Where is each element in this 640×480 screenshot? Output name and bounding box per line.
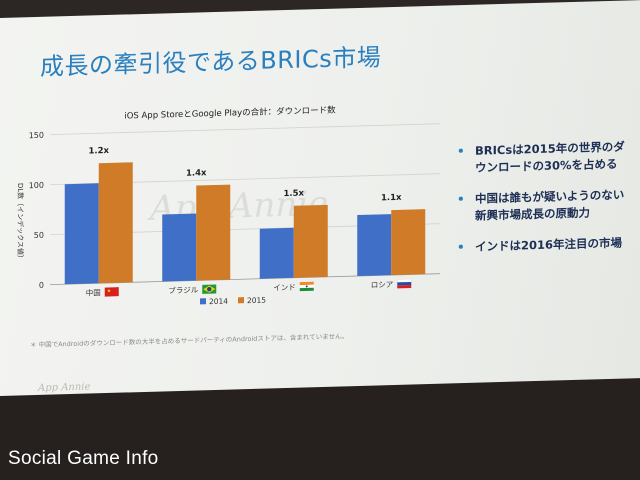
bar-2014-ロシア (357, 214, 392, 277)
legend-item: 2015 (238, 296, 266, 306)
y-tick-label: 0 (39, 281, 44, 290)
bullet-text: BRICsは2015年の世界のダウンロードの30%を占める (475, 139, 625, 175)
bullet-icon: • (457, 240, 465, 255)
y-tick-label: 100 (29, 181, 44, 190)
bullet-icon: • (457, 192, 465, 207)
legend-swatch (200, 298, 206, 305)
y-tick-label: 150 (29, 131, 44, 140)
x-tick-label: ブラジル (168, 284, 198, 295)
presentation-slide: 成長の牽引役であるBRICs市場 App Annie iOS App Store… (0, 0, 640, 397)
svg-text:★: ★ (107, 288, 112, 294)
y-axis-label: DL数（インデックス値） (16, 183, 25, 262)
chart-title: iOS App StoreとGoogle Playの合計：ダウンロード数 (124, 105, 336, 122)
bullet-list: • BRICsは2015年の世界のダウンロードの30%を占める • 中国は誰もが疑い… (457, 138, 635, 270)
site-watermark: Social Game Info (8, 448, 159, 469)
x-tick-label: インド (273, 283, 295, 293)
legend-label: 2014 (209, 297, 228, 307)
x-tick-label: 中国 (86, 287, 101, 297)
bar-2015-ブラジル (196, 184, 231, 281)
china-flag-icon: ★ (104, 287, 119, 297)
bar-chart: iOS App StoreとGoogle Playの合計：ダウンロード数 DL数… (16, 105, 440, 307)
legend-label: 2015 (247, 296, 266, 306)
bullet-item: • インドは2016年注目の市場 (457, 234, 635, 256)
app-annie-logo: App Annie (38, 381, 91, 394)
growth-annotation: 1.4x (186, 168, 207, 179)
brazil-flag-icon (202, 284, 217, 294)
bar-2015-インド (293, 204, 328, 278)
bar-2015-ロシア (391, 209, 426, 276)
growth-annotation: 1.5x (283, 188, 304, 199)
bullet-text: インドは2016年注目の市場 (475, 235, 623, 254)
bullet-text: 中国は誰もが疑いようのない新興市場成長の原動力 (475, 187, 625, 223)
india-flag-icon (299, 281, 314, 292)
bar-2014-ブラジル (162, 213, 197, 282)
bullet-icon: • (457, 144, 465, 159)
x-tick-label: ロシア (371, 280, 393, 290)
bar-2015-中国 (98, 162, 133, 284)
y-tick-label: 50 (34, 231, 44, 240)
bar-2014-インド (259, 227, 294, 279)
russia-flag-icon (397, 278, 412, 289)
bar-2014-中国 (64, 183, 99, 285)
legend-swatch (238, 297, 244, 304)
gridline (50, 123, 440, 136)
growth-annotation: 1.1x (381, 193, 402, 204)
growth-annotation: 1.2x (88, 146, 109, 157)
bullet-item: • BRICsは2015年の世界のダウンロードの30%を占める (457, 138, 635, 177)
legend-item: 2014 (200, 297, 228, 307)
bullet-item: • 中国は誰もが疑いようのない新興市場成長の原動力 (457, 186, 635, 225)
